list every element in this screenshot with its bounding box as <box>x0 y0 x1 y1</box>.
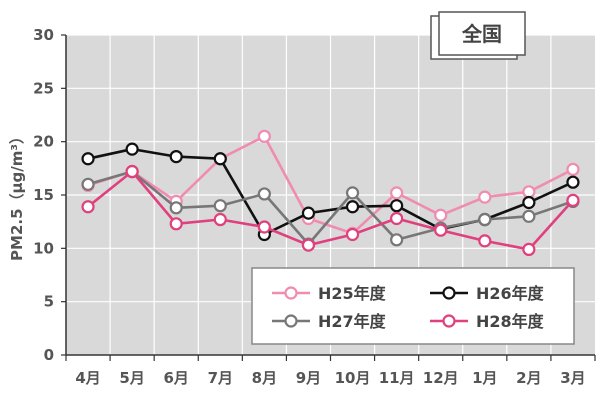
x-tick-label: 5月 <box>119 369 144 387</box>
legend-label: H25年度 <box>318 284 387 303</box>
series-line <box>87 147 574 236</box>
legend-swatch-marker <box>442 314 456 328</box>
data-point <box>434 208 448 222</box>
x-tick-label: 8月 <box>252 369 277 387</box>
data-point <box>566 193 580 207</box>
data-point <box>390 211 404 226</box>
y-tick-label: 30 <box>33 26 54 44</box>
x-tick-label: 2月 <box>516 369 541 387</box>
x-tick-label: 6月 <box>163 369 188 387</box>
y-axis-label: PM2.5（μg/m³） <box>8 129 26 261</box>
legend-label: H27年度 <box>318 312 387 331</box>
data-point <box>125 142 139 156</box>
data-point <box>169 217 183 231</box>
data-point <box>522 242 536 256</box>
data-point <box>390 186 404 200</box>
data-point <box>522 209 536 223</box>
region-badge: 全国 <box>430 11 526 60</box>
legend-item: H25年度 <box>272 284 387 303</box>
axes <box>61 34 596 361</box>
legend-swatch-marker <box>284 286 298 300</box>
data-point <box>522 195 536 210</box>
data-point <box>213 212 227 227</box>
x-tick-label: 7月 <box>208 369 233 387</box>
y-tick-label: 0 <box>44 346 54 364</box>
y-tick-label: 10 <box>33 239 54 257</box>
y-tick-label: 25 <box>33 79 54 97</box>
x-tick-label: 12月 <box>423 369 459 387</box>
legend-label: H26年度 <box>476 284 545 303</box>
data-point <box>566 175 580 189</box>
data-point <box>390 199 404 213</box>
data-point <box>434 223 448 237</box>
x-tick-label: 4月 <box>75 369 100 387</box>
x-tick-label: 9月 <box>296 369 321 387</box>
series-line <box>87 135 574 235</box>
region-badge-label: 全国 <box>461 22 502 46</box>
x-tick-label: 10月 <box>335 369 371 387</box>
legend-swatch-marker <box>442 286 456 300</box>
data-point <box>169 150 183 164</box>
x-tick-label: 11月 <box>379 369 415 387</box>
series-4 <box>81 164 580 256</box>
data-point <box>301 238 316 252</box>
data-point <box>478 212 492 227</box>
data-point <box>301 206 316 220</box>
x-tick-labels: 4月 5月 6月 7月 8月 9月 10月 11月 12月 1月 2月 3月 <box>75 369 585 387</box>
legend-label: H28年度 <box>476 312 545 331</box>
legend-item: H27年度 <box>272 312 387 331</box>
legend-item: H26年度 <box>430 284 545 303</box>
y-tick-labels: 0 5 10 15 20 25 30 <box>33 26 54 364</box>
legend: H25年度 H26年度 H27年度 H28年度 <box>251 267 575 345</box>
y-tick-label: 20 <box>33 133 54 151</box>
x-tick-label: 3月 <box>560 369 585 387</box>
data-point <box>478 190 492 204</box>
series-line <box>87 170 574 251</box>
data-point <box>390 233 404 247</box>
data-point <box>345 186 360 200</box>
legend-item: H28年度 <box>430 312 545 331</box>
data-point <box>169 201 183 215</box>
data-point <box>81 177 95 191</box>
data-point <box>345 227 360 242</box>
series-group <box>81 129 580 256</box>
data-point <box>125 164 139 179</box>
legend-swatch-marker <box>284 314 298 328</box>
x-tick-label: 1月 <box>472 369 497 387</box>
y-tick-label: 5 <box>44 293 54 311</box>
data-point <box>81 200 95 214</box>
data-point <box>257 220 271 234</box>
data-point <box>81 152 95 166</box>
data-point <box>345 200 360 214</box>
series-line <box>87 170 574 246</box>
y-tick-label: 15 <box>33 186 54 204</box>
data-point <box>566 162 580 176</box>
data-point <box>213 199 227 213</box>
data-point <box>257 129 271 143</box>
data-point <box>257 187 271 201</box>
data-point <box>213 152 227 166</box>
data-point <box>522 185 536 199</box>
data-point <box>478 234 492 248</box>
